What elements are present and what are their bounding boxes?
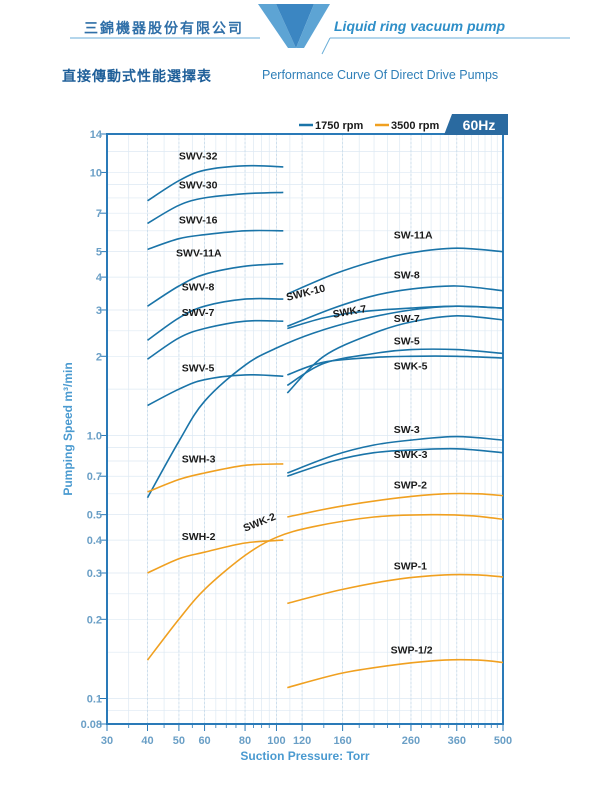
series-line	[146, 513, 504, 661]
series-line	[287, 658, 504, 689]
curve-label: SW-7	[394, 313, 420, 325]
series-line	[146, 305, 504, 499]
x-tick-label: 500	[494, 735, 512, 747]
x-axis-title: Suction Pressure: Torr	[240, 749, 369, 763]
curve-label: SW-5	[394, 335, 420, 347]
frequency-badge	[444, 114, 508, 135]
curve-label: SWK-5	[394, 361, 428, 373]
y-tick-label: 0.3	[87, 568, 102, 580]
curve-label: SWP-1/2	[391, 645, 433, 657]
y-tick-label: 14	[90, 129, 103, 141]
series-line	[286, 314, 504, 394]
curve-label: SWV-7	[182, 307, 215, 319]
y-tick-label: 7	[96, 208, 102, 220]
product-name: Liquid ring vacuum pump	[334, 18, 506, 34]
series-line	[286, 348, 504, 387]
legend-label-1750: 1750 rpm	[315, 120, 364, 132]
curve-label: SWK-3	[394, 449, 428, 461]
series-line	[147, 539, 284, 574]
y-tick-label: 0.2	[87, 614, 102, 626]
x-tick-label: 40	[141, 735, 153, 747]
curve-label: SWV-11A	[176, 247, 222, 259]
y-axis-title: Pumping Speed m³/min	[61, 362, 75, 495]
y-tick-label: 0.7	[87, 471, 102, 483]
series-line	[287, 285, 504, 328]
title-en: Performance Curve Of Direct Drive Pumps	[262, 68, 499, 82]
series-line	[147, 191, 284, 225]
y-tick-label: 4	[96, 272, 103, 284]
curve-label: SWH-2	[182, 531, 216, 543]
title-zh: 直接傳動式性能選擇表	[62, 68, 212, 84]
y-tick-label: 0.5	[87, 510, 102, 522]
series-line	[287, 447, 504, 477]
curve-label: SW-8	[394, 270, 420, 282]
series-line	[287, 305, 504, 330]
y-tick-label: 2	[96, 351, 102, 363]
series-line	[287, 355, 504, 376]
curve-label: SWV-16	[179, 214, 218, 226]
curve-label: SWV-5	[182, 363, 215, 375]
y-tick-label: 0.4	[87, 535, 103, 547]
curve-label: SWV-32	[179, 150, 218, 162]
x-tick-label: 80	[239, 735, 251, 747]
x-tick-label: 60	[198, 735, 210, 747]
company-name: 三錦機器股份有限公司	[84, 20, 244, 36]
y-tick-label: 0.08	[81, 719, 102, 731]
y-tick-label: 10	[90, 167, 102, 179]
series-line	[147, 319, 284, 360]
series-line	[147, 164, 284, 202]
series-line	[147, 262, 284, 307]
series-line	[287, 492, 504, 518]
curve-label: SW-11A	[394, 230, 433, 242]
y-tick-label: 1.0	[87, 430, 102, 442]
x-tick-label: 100	[267, 735, 285, 747]
frequency-badge-label: 60Hz	[463, 117, 496, 133]
series-line	[147, 373, 284, 407]
curve-label: SWP-2	[394, 479, 427, 491]
x-tick-label: 360	[448, 735, 466, 747]
curve-label: SW-3	[394, 424, 420, 436]
legend-label-3500: 3500 rpm	[391, 120, 440, 132]
x-tick-label: 50	[173, 735, 185, 747]
plot-frame	[106, 133, 504, 725]
y-tick-label: 0.1	[87, 694, 102, 706]
curve-label: SWV-30	[179, 179, 218, 191]
series-line	[287, 573, 504, 605]
y-tick-label: 5	[96, 247, 102, 259]
series-line	[287, 435, 504, 474]
y-tick-label: 3	[96, 305, 102, 317]
header-chevron-icon	[70, 4, 570, 55]
curve-label: SWK-7	[332, 303, 368, 321]
x-tick-label: 120	[293, 735, 311, 747]
series-line	[147, 229, 284, 251]
series-line	[286, 247, 504, 295]
x-tick-label: 160	[333, 735, 351, 747]
x-tick-label: 30	[101, 735, 113, 747]
series-line	[147, 297, 284, 341]
curve-label: SWP-1	[394, 560, 427, 572]
series-line	[147, 463, 284, 493]
x-tick-label: 260	[402, 735, 420, 747]
curve-label: SWV-8	[182, 282, 215, 294]
curve-label: SWH-3	[182, 453, 216, 465]
